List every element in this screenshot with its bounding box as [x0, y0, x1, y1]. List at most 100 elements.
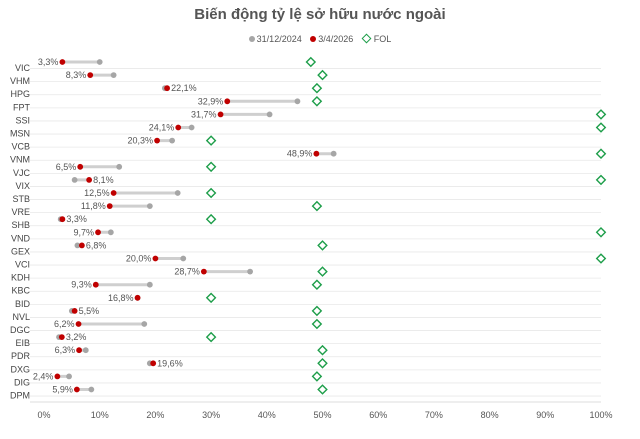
point-new — [134, 294, 141, 301]
x-tick-label: 20% — [146, 410, 164, 420]
point-new — [78, 242, 85, 249]
point-new — [200, 268, 207, 275]
point-new — [110, 190, 117, 196]
point-old — [74, 242, 81, 249]
point-old — [146, 281, 153, 288]
point-new — [95, 229, 101, 236]
value-label: 8,1% — [93, 175, 114, 185]
point-fol — [205, 292, 217, 304]
category-label: VNM — [10, 155, 30, 165]
value-label: 11,8% — [81, 201, 106, 211]
point-new — [150, 360, 157, 367]
value-label: 3,3% — [38, 57, 59, 67]
category-label: STB — [12, 194, 30, 204]
category-label: VHM — [10, 76, 30, 86]
category-label: NVL — [12, 312, 30, 322]
value-label: 32,9% — [198, 96, 224, 106]
x-tick-label: 90% — [536, 410, 554, 420]
point-new — [87, 72, 94, 78]
point-new — [58, 334, 65, 340]
category-label: HPG — [10, 89, 30, 99]
legend-label-old: 31/12/2024 — [256, 34, 302, 44]
value-label: 6,2% — [54, 319, 75, 329]
point-new — [73, 386, 80, 393]
x-tick-label: 80% — [481, 410, 499, 420]
legend-marker-new — [310, 36, 317, 42]
point-fol — [595, 148, 607, 159]
point-fol — [317, 240, 328, 251]
point-old — [294, 98, 301, 105]
value-label: 3,2% — [66, 332, 87, 342]
value-label: 6,8% — [86, 240, 107, 250]
legend-label-fol: FOL — [373, 34, 392, 44]
value-label: 20,3% — [128, 136, 154, 146]
value-label: 12,5% — [84, 188, 110, 198]
value-label: 3,3% — [66, 214, 87, 224]
value-label: 22,1% — [171, 83, 197, 93]
point-fol — [595, 122, 607, 133]
x-tick-label: 50% — [313, 410, 331, 420]
point-old — [96, 59, 103, 65]
point-old — [266, 111, 273, 118]
category-label: VND — [11, 233, 31, 243]
point-fol — [595, 174, 607, 186]
category-label: FPT — [13, 102, 31, 112]
category-label: VCB — [11, 142, 30, 152]
point-old — [247, 268, 253, 275]
point-fol — [311, 82, 323, 94]
point-old — [88, 386, 95, 393]
point-fol — [317, 384, 328, 395]
point-old — [188, 124, 195, 131]
x-tick-label: 10% — [91, 410, 109, 420]
point-new — [152, 255, 159, 262]
point-fol — [317, 344, 328, 356]
x-tick-label: 60% — [369, 410, 387, 420]
point-fol — [205, 213, 217, 225]
point-fol — [311, 305, 323, 317]
point-fol — [311, 200, 323, 212]
category-label: KDH — [11, 273, 30, 283]
category-label: DPM — [10, 391, 30, 401]
point-fol — [311, 318, 323, 330]
point-new — [224, 98, 231, 105]
point-new — [76, 347, 82, 354]
value-label: 20,0% — [126, 254, 152, 264]
point-new — [59, 216, 66, 223]
category-label: PDR — [11, 351, 31, 361]
point-old — [180, 255, 187, 262]
point-fol — [595, 253, 607, 264]
point-fol — [317, 266, 328, 277]
point-new — [313, 150, 320, 157]
point-new — [175, 124, 182, 131]
point-new — [106, 203, 113, 210]
x-tick-label: 30% — [202, 410, 220, 420]
point-old — [169, 137, 176, 144]
category-label: BID — [15, 299, 31, 309]
category-label: GEX — [11, 246, 30, 256]
value-label: 48,9% — [287, 149, 313, 159]
point-new — [154, 137, 160, 144]
point-old — [110, 72, 117, 78]
point-new — [75, 321, 82, 327]
point-new — [92, 281, 99, 288]
legend-label-new: 3/4/2026 — [318, 34, 354, 44]
point-old — [107, 229, 114, 236]
x-tick-label: 0% — [37, 410, 50, 420]
value-label: 5,5% — [79, 306, 100, 316]
point-fol — [595, 227, 607, 238]
chart-title: Biến động tỷ lệ sở hữu nước ngoài — [194, 6, 446, 23]
category-label: MSN — [10, 129, 30, 139]
category-label: DIG — [14, 377, 30, 387]
point-old — [82, 347, 89, 354]
legend-item-old: 31/12/2024 — [248, 34, 302, 44]
point-fol — [205, 161, 217, 173]
point-fol — [317, 69, 328, 81]
value-label: 28,7% — [174, 267, 200, 277]
category-label: DXG — [10, 364, 30, 374]
point-new — [54, 373, 61, 380]
point-old — [141, 321, 148, 327]
legend-marker-old — [248, 36, 255, 42]
point-fol — [311, 279, 323, 290]
value-label: 9,7% — [74, 227, 95, 237]
point-new — [59, 59, 66, 65]
